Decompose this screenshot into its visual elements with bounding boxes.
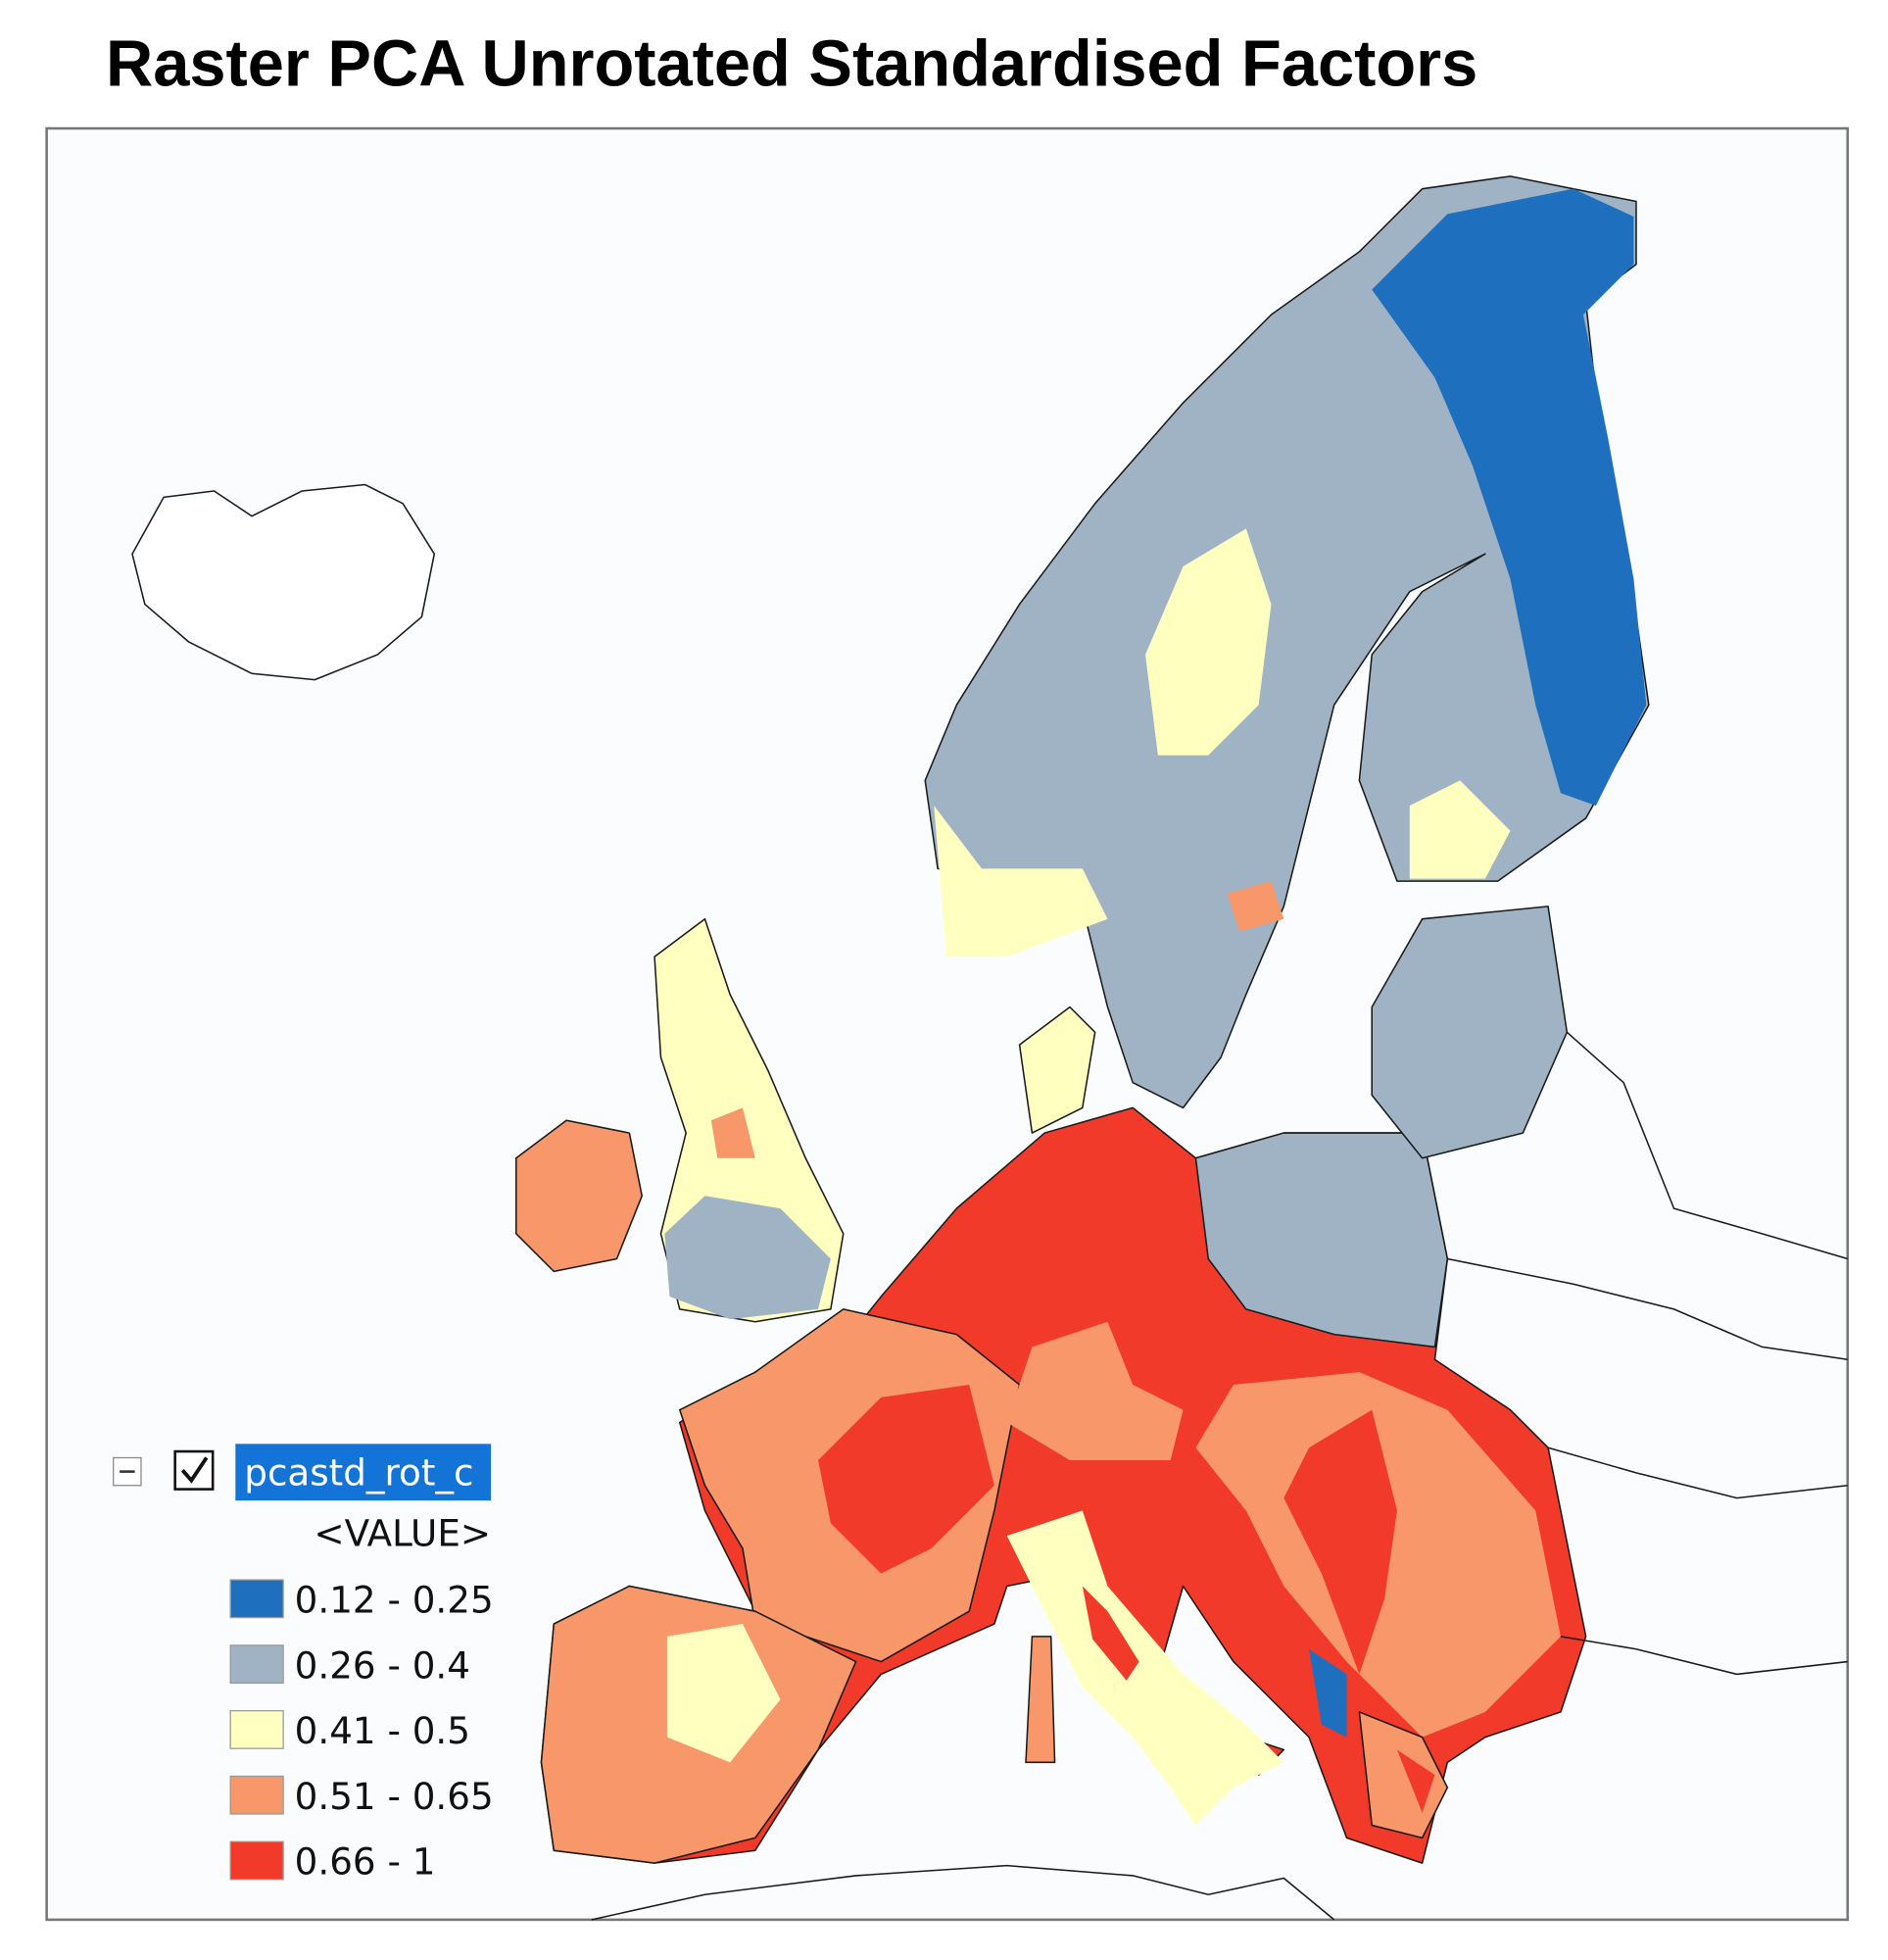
legend-label: 0.12 - 0.25 — [295, 1578, 494, 1621]
eastern-border — [1566, 1031, 1849, 1260]
central-europe — [1006, 1321, 1184, 1461]
layer-highlight[interactable] — [235, 1444, 492, 1501]
italy — [1006, 1510, 1284, 1826]
ireland — [514, 1119, 643, 1273]
legend-swatch — [229, 1579, 284, 1619]
britain-east — [710, 1107, 755, 1158]
adriatic-patch — [1309, 1648, 1347, 1738]
stockholm-patch — [1227, 881, 1284, 932]
africa-coast — [591, 1864, 1335, 1921]
legend-swatch — [229, 1840, 284, 1881]
map-title: Raster PCA Unrotated Standardised Factor… — [106, 27, 1477, 100]
poland — [1194, 1132, 1449, 1348]
turkey-coast — [1560, 1636, 1848, 1676]
france-core — [818, 1384, 994, 1574]
legend-swatch — [229, 1710, 284, 1749]
baltics — [1371, 906, 1569, 1159]
legend-swatch — [229, 1644, 284, 1685]
legend-field: <VALUE> — [314, 1511, 491, 1554]
eastern-border — [1447, 1257, 1848, 1361]
finland-north — [1372, 188, 1647, 807]
italy-strip — [1082, 1586, 1139, 1681]
sardinia — [1025, 1636, 1056, 1764]
layer-name[interactable]: pcastd_rot_c — [244, 1451, 473, 1494]
check-mark — [180, 1456, 209, 1484]
iceland — [131, 483, 436, 681]
legend-label: 0.51 - 0.65 — [295, 1775, 494, 1818]
britain-south — [664, 1196, 831, 1320]
legend: pcastd_rot_c <VALUE> 0.12 - 0.25 0.26 - 0… — [113, 1444, 494, 1884]
legend-swatch — [229, 1775, 284, 1815]
iberia-patch — [666, 1624, 781, 1763]
legend-label: 0.66 - 1 — [295, 1840, 436, 1884]
greece — [1358, 1711, 1449, 1839]
sweden-patch — [1145, 528, 1272, 756]
greece-core — [1396, 1749, 1435, 1813]
legend-label: 0.26 - 0.4 — [295, 1643, 470, 1687]
layer-checkbox[interactable] — [173, 1449, 215, 1491]
legend-label: 0.41 - 0.5 — [295, 1709, 470, 1752]
balkans-core — [1283, 1409, 1397, 1675]
norway-south — [934, 806, 1108, 957]
denmark — [1018, 1005, 1096, 1134]
map — [131, 175, 1849, 1921]
eastern-border — [1547, 1446, 1848, 1499]
finland-south — [1409, 780, 1511, 879]
